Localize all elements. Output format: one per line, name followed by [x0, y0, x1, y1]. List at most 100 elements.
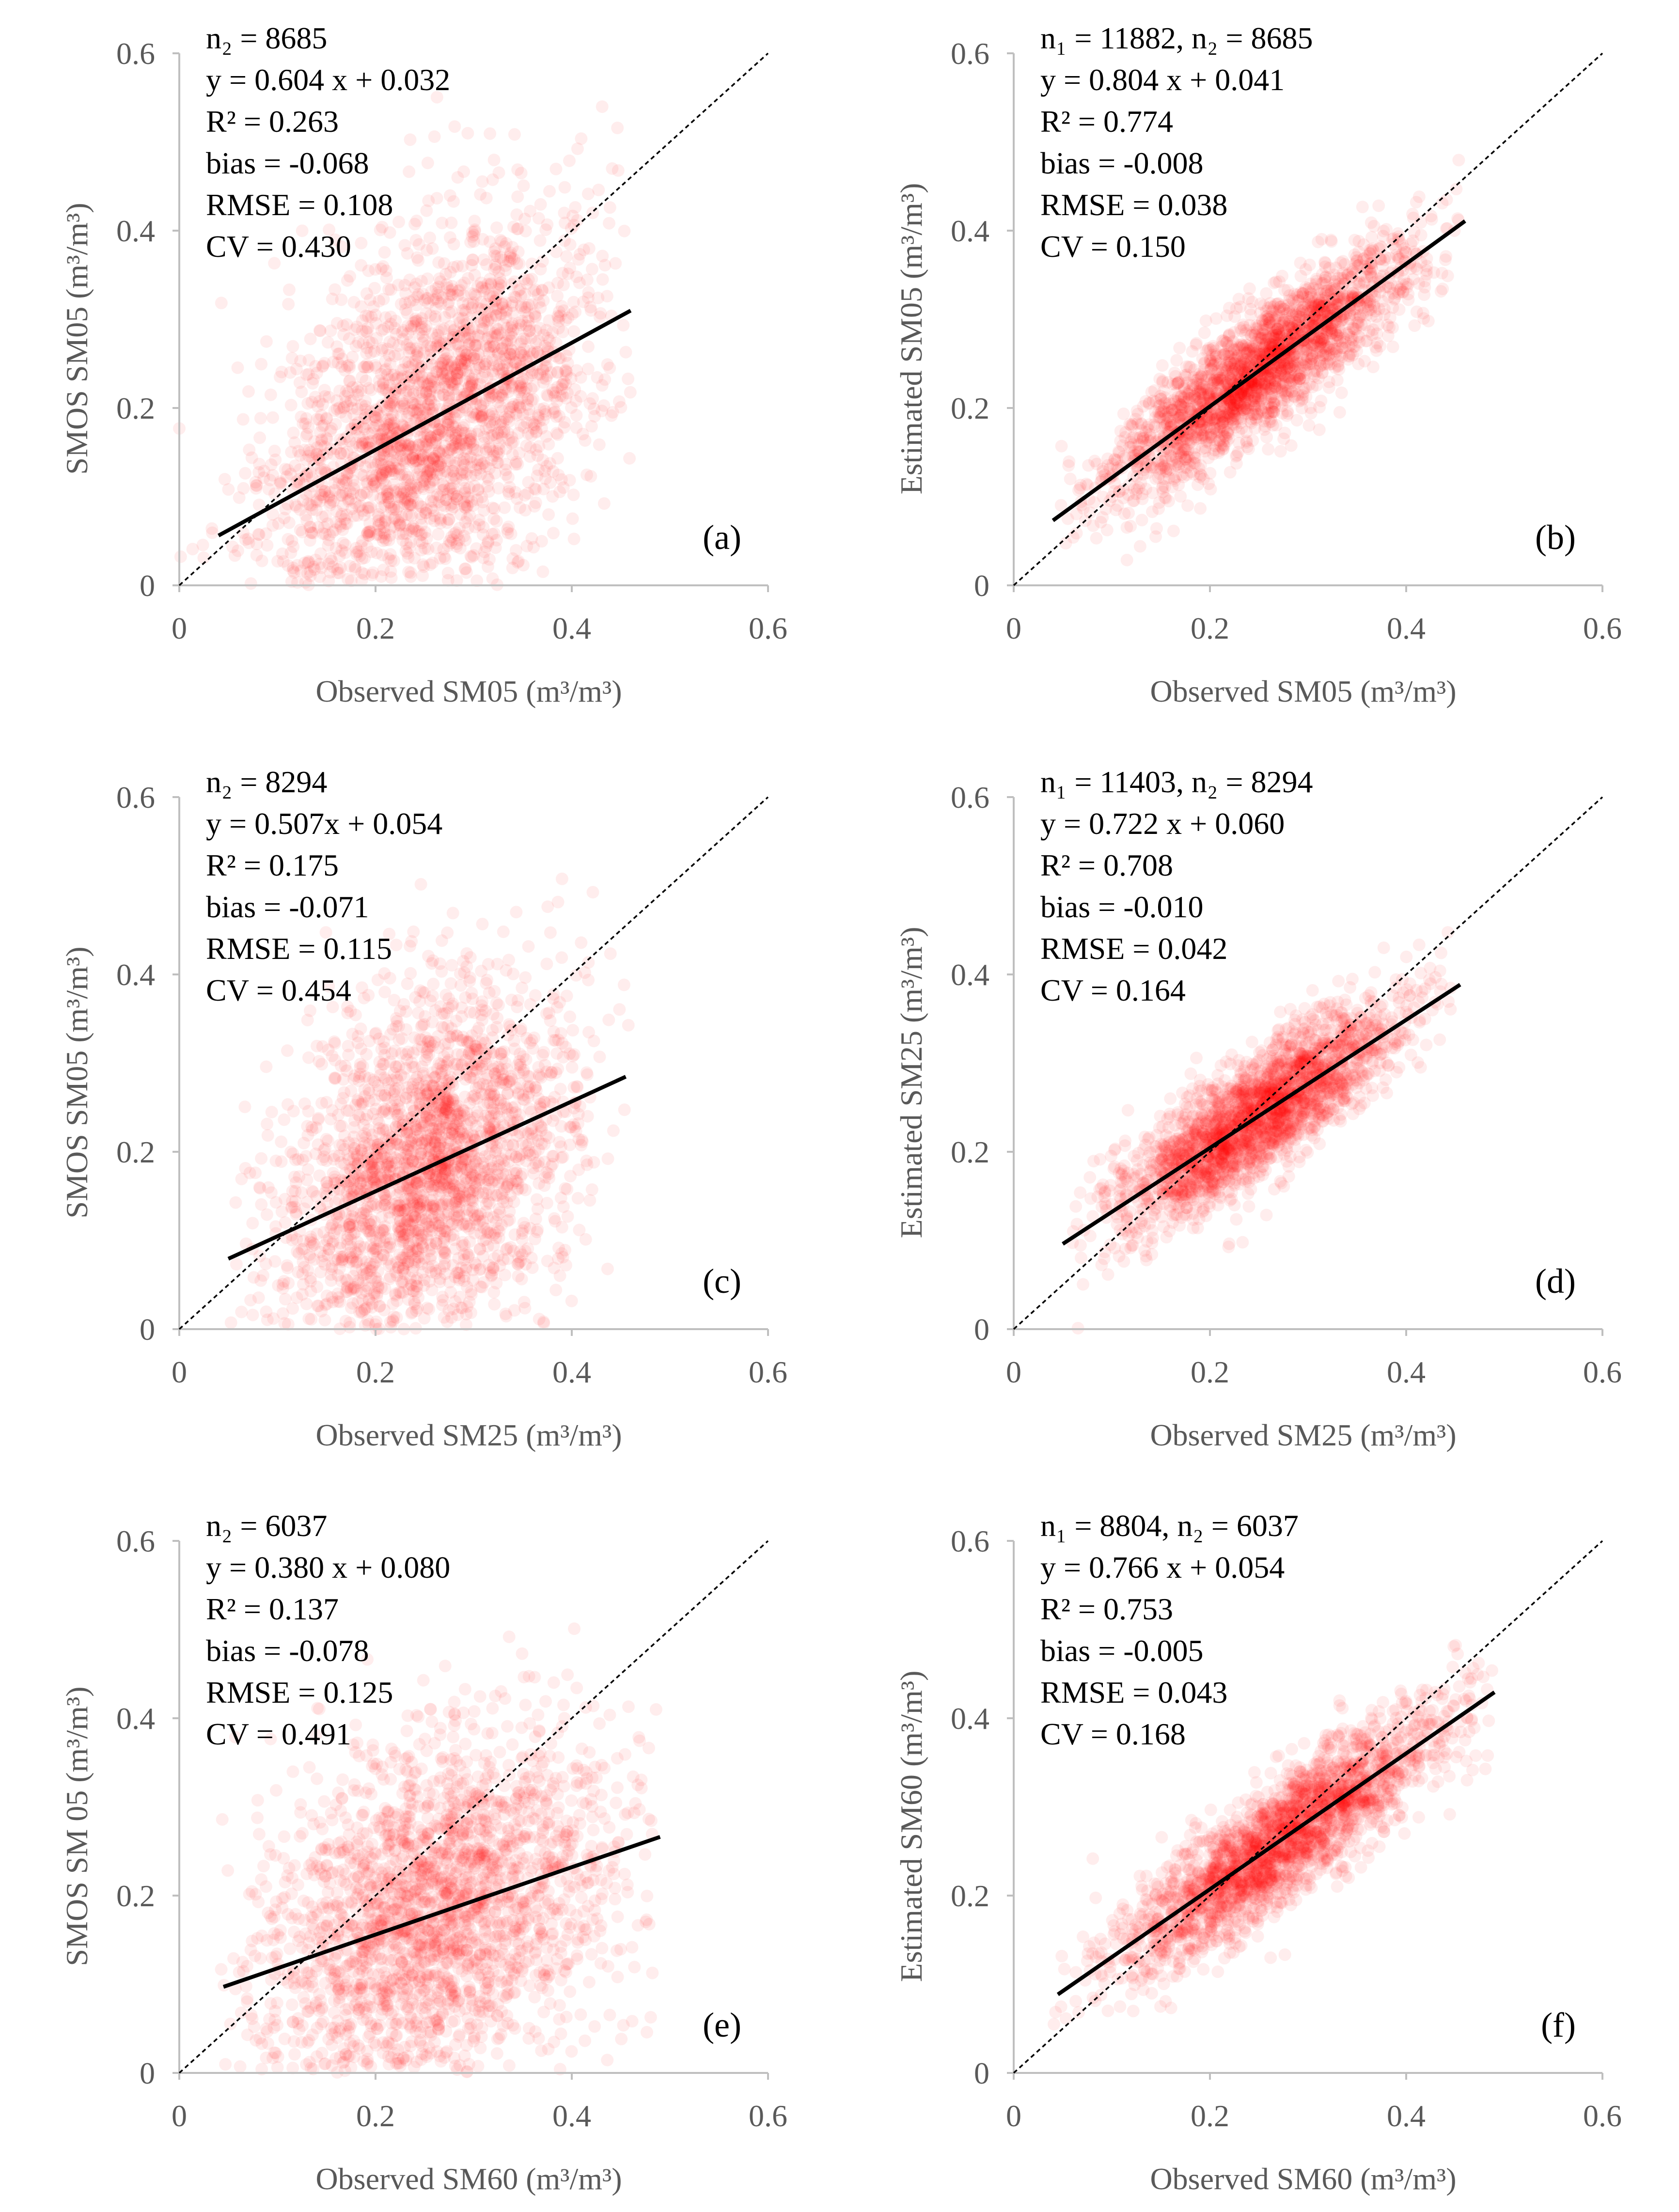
scatter-point — [484, 127, 497, 140]
scatter-point — [287, 426, 300, 439]
scatter-point — [498, 501, 511, 514]
scatter-point — [1302, 419, 1316, 432]
scatter-point — [412, 288, 425, 301]
scatter-point — [1418, 288, 1431, 301]
scatter-point — [1436, 282, 1449, 296]
scatter-point — [412, 238, 425, 251]
scatter-point — [415, 312, 428, 325]
scatter-point — [474, 276, 487, 289]
scatter-point — [336, 523, 349, 536]
scatter-point — [327, 560, 340, 573]
scatter-point — [282, 533, 295, 546]
panel-label: (a) — [703, 518, 741, 557]
scatter-point — [479, 443, 492, 456]
scatter-point — [338, 513, 351, 526]
y-axis-label: Estimated SM05 (m³/m³) — [894, 183, 928, 495]
scatter-point — [369, 309, 382, 322]
scatter-point — [1216, 334, 1229, 347]
scatter-point — [441, 566, 455, 580]
scatter-point — [534, 198, 547, 211]
scatter-point — [261, 539, 274, 552]
scatter-point — [488, 527, 501, 540]
scatter-point — [355, 236, 368, 250]
scatter-point — [344, 485, 357, 498]
scatter-point — [429, 301, 442, 314]
scatter-point — [298, 470, 311, 483]
scatter-point — [561, 386, 574, 399]
scatter-point — [344, 374, 357, 387]
scatter-point — [447, 195, 460, 208]
scatter-point — [416, 330, 429, 343]
scatter-point — [554, 351, 567, 364]
scatter-point — [501, 523, 514, 536]
scatter-point — [436, 217, 449, 230]
scatter-point — [547, 527, 560, 540]
scatter-point — [307, 459, 320, 472]
scatter-point — [1133, 540, 1146, 553]
scatter-point — [449, 456, 462, 470]
scatter-point — [384, 392, 397, 405]
x-tick-label: 0 — [172, 611, 187, 645]
scatter-point — [378, 515, 392, 528]
scatter-point — [1265, 401, 1278, 414]
y-tick-label: 0.2 — [116, 391, 155, 425]
scatter-point — [566, 209, 580, 222]
scatter-point — [1087, 519, 1099, 532]
scatter-point — [525, 298, 538, 311]
scatter-point — [409, 354, 422, 367]
scatter-point — [437, 483, 450, 496]
scatter-point — [571, 142, 584, 155]
scatter-point — [493, 272, 506, 285]
scatter-point — [1187, 456, 1200, 470]
scatter-point — [205, 522, 219, 535]
scatter-point — [472, 514, 486, 527]
scatter-point — [372, 508, 385, 521]
scatter-point — [461, 500, 474, 513]
scatter-point — [477, 551, 490, 565]
scatter-point — [267, 411, 279, 424]
scatter-point — [337, 499, 350, 512]
scatter-point — [469, 408, 482, 421]
scatter-point — [1183, 385, 1196, 398]
scatter-point — [551, 289, 564, 302]
scatter-point — [575, 132, 588, 145]
scatter-point — [581, 468, 593, 481]
scatter-point — [1221, 309, 1234, 322]
scatter-point — [398, 279, 411, 292]
scatter-point — [461, 126, 474, 140]
scatter-point — [379, 264, 392, 277]
scatter-point — [400, 527, 413, 540]
scatter-point — [330, 542, 343, 555]
scatter-point — [428, 130, 441, 143]
scatter-point — [531, 470, 544, 482]
scatter-point — [441, 347, 454, 361]
scatter-point — [442, 296, 455, 309]
scatter-point — [218, 473, 231, 486]
scatter-point — [432, 495, 445, 508]
scatter-point — [567, 533, 581, 546]
scatter-point — [560, 365, 573, 378]
scatter-point — [387, 502, 400, 516]
scatter-point — [445, 360, 458, 373]
scatter-point — [1330, 331, 1343, 344]
scatter-point — [377, 382, 390, 395]
scatter-point — [593, 438, 606, 451]
scatter-point — [1392, 227, 1405, 240]
scatter-point — [534, 234, 547, 247]
scatter-point — [1263, 374, 1276, 387]
scatter-point — [1357, 252, 1370, 265]
scatter-point — [282, 283, 296, 296]
scatter-point — [432, 341, 445, 354]
scatter-point — [427, 490, 439, 503]
scatter-point — [541, 369, 554, 382]
scatter-point — [330, 504, 343, 518]
scatter-point — [432, 295, 445, 308]
scatter-point — [273, 370, 286, 383]
scatter-point — [483, 290, 496, 303]
scatter-point — [426, 556, 439, 569]
scatter-point — [1168, 407, 1181, 420]
scatter-point — [420, 386, 433, 399]
scatter-point — [324, 324, 337, 337]
scatter-point — [592, 291, 605, 304]
